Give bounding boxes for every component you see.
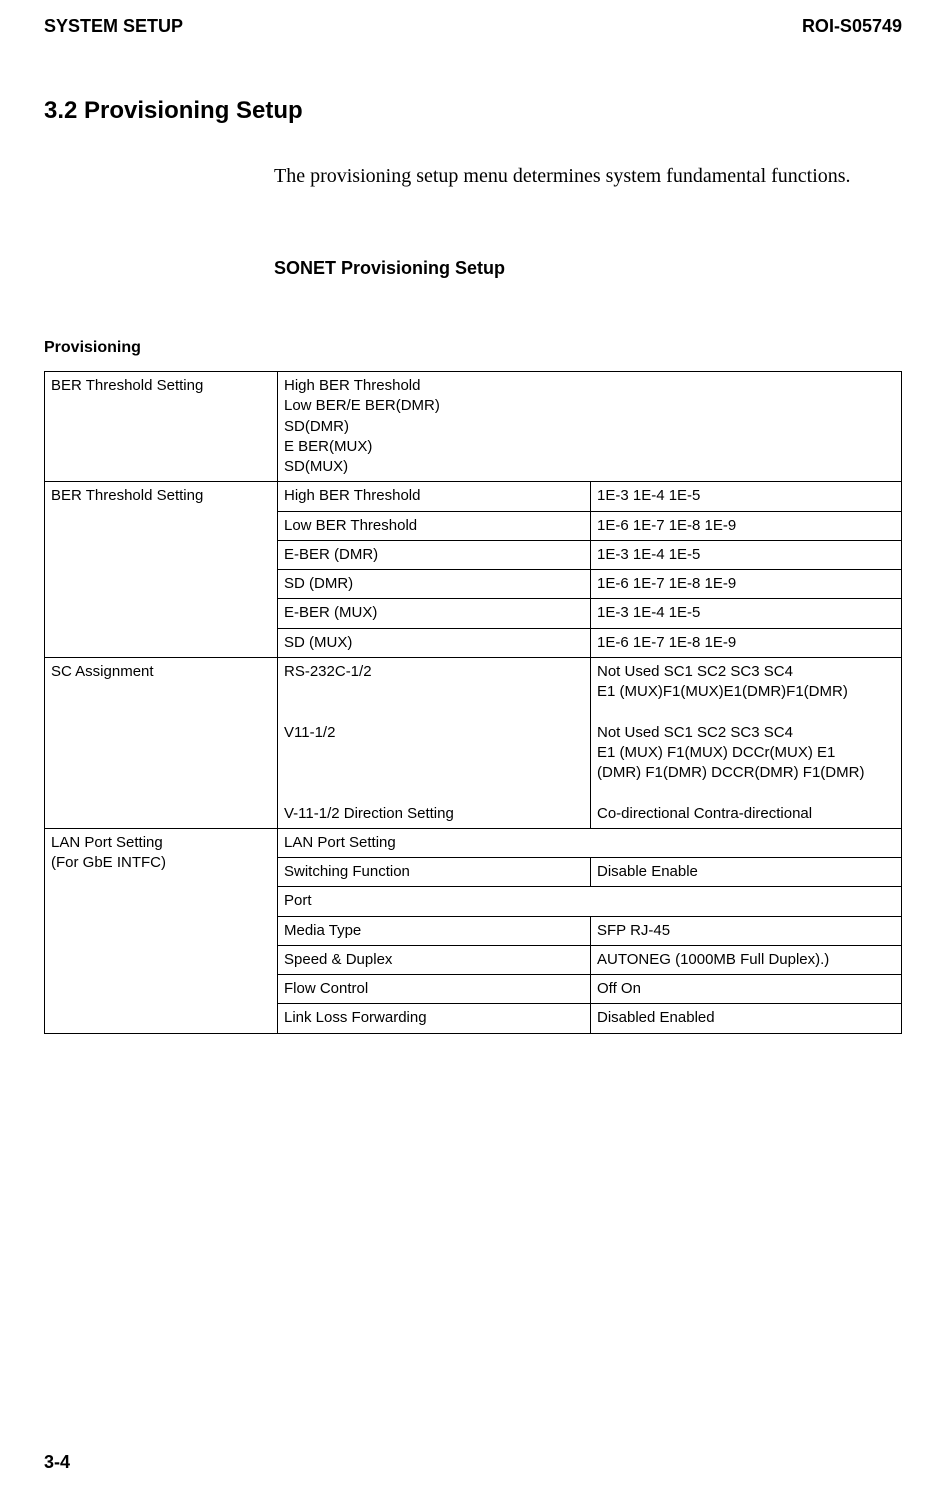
section-title: 3.2 Provisioning Setup: [44, 97, 902, 125]
cell: SC Assignment: [45, 657, 278, 828]
cell: BER Threshold Setting: [45, 372, 278, 482]
cell: 1E-6 1E-7 1E-8 1E-9: [591, 511, 902, 540]
cell: Disable Enable: [591, 858, 902, 887]
provisioning-table: BER Threshold Setting High BER Threshold…: [44, 371, 902, 1034]
table-row: LAN Port Setting (For GbE INTFC) LAN Por…: [45, 828, 902, 857]
cell: 1E-3 1E-4 1E-5: [591, 599, 902, 628]
cell: Link Loss Forwarding: [278, 1004, 591, 1033]
page-number: 3-4: [44, 1452, 70, 1473]
cell: Speed & Duplex: [278, 945, 591, 974]
cell: E-BER (MUX): [278, 599, 591, 628]
table-row: BER Threshold Setting High BER Threshold…: [45, 482, 902, 511]
cell: High BER Threshold Low BER/E BER(DMR) SD…: [278, 372, 902, 482]
cell: AUTONEG (1000MB Full Duplex).): [591, 945, 902, 974]
table-label: Provisioning: [44, 339, 902, 357]
cell: BER Threshold Setting: [45, 482, 278, 658]
cell: SFP RJ-45: [591, 916, 902, 945]
cell: Low BER Threshold: [278, 511, 591, 540]
cell: SD (DMR): [278, 570, 591, 599]
cell: SD (MUX): [278, 628, 591, 657]
page-header: SYSTEM SETUP ROI-S05749: [44, 16, 902, 37]
cell: E-BER (DMR): [278, 540, 591, 569]
header-right: ROI-S05749: [802, 16, 902, 37]
table-row: BER Threshold Setting High BER Threshold…: [45, 372, 902, 482]
body-text: The provisioning setup menu determines s…: [274, 165, 902, 188]
sub-heading: SONET Provisioning Setup: [274, 258, 902, 279]
cell: 1E-3 1E-4 1E-5: [591, 482, 902, 511]
cell: High BER Threshold: [278, 482, 591, 511]
cell: Media Type: [278, 916, 591, 945]
cell: Switching Function: [278, 858, 591, 887]
cell: LAN Port Setting: [278, 828, 902, 857]
cell: LAN Port Setting (For GbE INTFC): [45, 828, 278, 1033]
header-left: SYSTEM SETUP: [44, 16, 183, 37]
cell: Port: [278, 887, 902, 916]
cell: 1E-3 1E-4 1E-5: [591, 540, 902, 569]
cell: 1E-6 1E-7 1E-8 1E-9: [591, 570, 902, 599]
cell: RS-232C-1/2 V11-1/2 V-11-1/2 Direction S…: [278, 657, 591, 828]
cell: Off On: [591, 975, 902, 1004]
cell: 1E-6 1E-7 1E-8 1E-9: [591, 628, 902, 657]
table-row: SC Assignment RS-232C-1/2 V11-1/2 V-11-1…: [45, 657, 902, 828]
cell: Disabled Enabled: [591, 1004, 902, 1033]
cell: Not Used SC1 SC2 SC3 SC4 E1 (MUX)F1(MUX)…: [591, 657, 902, 828]
cell: Flow Control: [278, 975, 591, 1004]
